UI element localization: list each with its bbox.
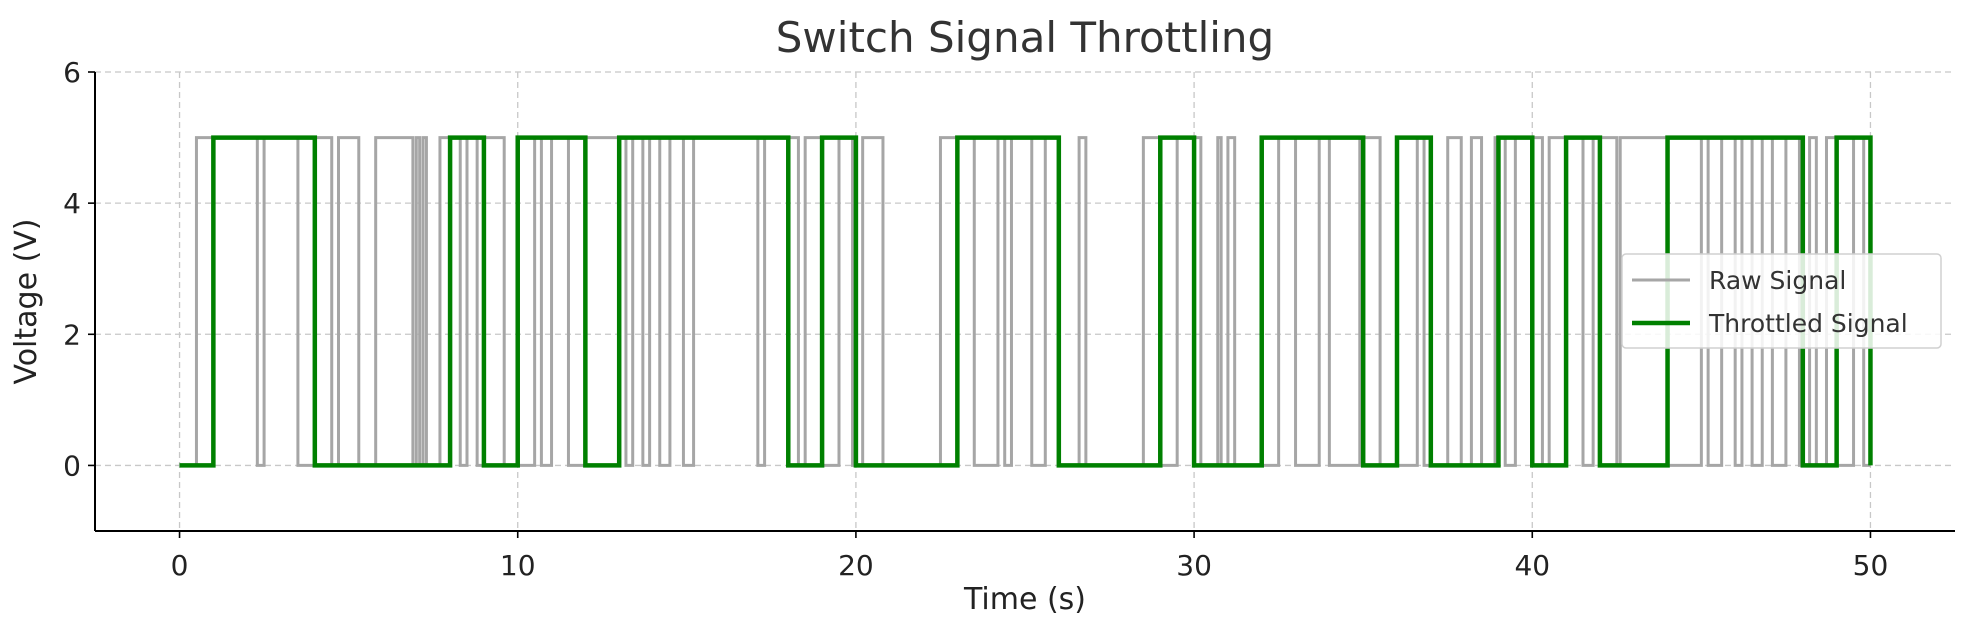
legend: Raw Signal Throttled Signal	[1621, 253, 1942, 349]
x-tick-label: 30	[1176, 549, 1212, 582]
legend-box	[1621, 253, 1942, 349]
ticks: 0 10 20 30 40 50 0 2 4 6	[63, 56, 1888, 582]
series-layer	[179, 135, 1873, 468]
y-tick-label: 6	[63, 56, 81, 89]
axes	[94, 72, 1955, 532]
y-tick-label: 0	[63, 449, 81, 482]
series-throttled-signal-line	[179, 135, 1873, 468]
x-axis-label: Time (s)	[963, 582, 1086, 617]
y-tick-label: 4	[63, 187, 81, 220]
legend-label-throttled-signal: Throttled Signal	[1708, 309, 1908, 338]
x-tick-label: 0	[171, 549, 189, 582]
legend-label-raw-signal: Raw Signal	[1709, 266, 1846, 295]
y-tick-label: 2	[63, 318, 81, 351]
x-tick-label: 10	[500, 549, 536, 582]
x-tick-label: 40	[1514, 549, 1550, 582]
x-tick-label: 50	[1853, 549, 1889, 582]
x-tick-label: 20	[838, 549, 874, 582]
chart-title: Switch Signal Throttling	[776, 13, 1274, 62]
y-axis-label: Voltage (V)	[9, 219, 44, 385]
